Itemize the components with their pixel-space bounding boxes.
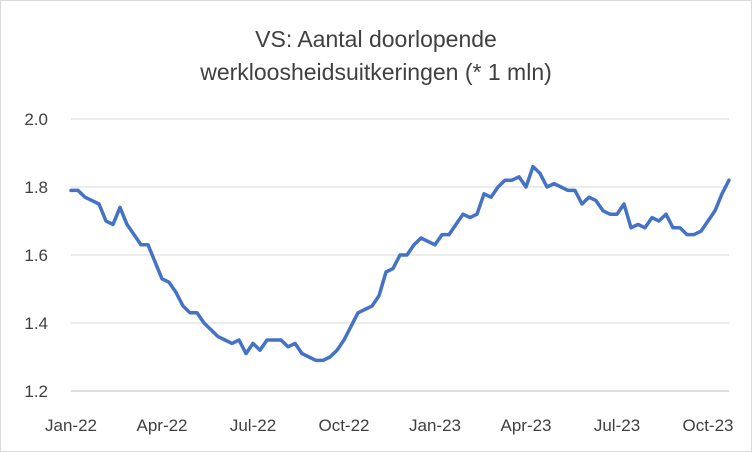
x-tick-label: Oct-22 bbox=[318, 416, 369, 435]
y-tick-label: 1.8 bbox=[24, 178, 48, 197]
y-tick-label: 2.0 bbox=[24, 110, 48, 129]
x-tick-label: Jan-22 bbox=[45, 416, 97, 435]
x-tick-label: Jan-23 bbox=[409, 416, 461, 435]
y-tick-label: 1.2 bbox=[24, 382, 48, 401]
x-tick-label: Jul-22 bbox=[230, 416, 276, 435]
chart-title-line-2: werkloosheidsuitkeringen (* 1 mln) bbox=[200, 59, 552, 85]
chart-title: VS: Aantal doorlopende werkloosheidsuitk… bbox=[1, 23, 751, 89]
x-tick-label: Jul-23 bbox=[594, 416, 640, 435]
x-tick-label: Apr-22 bbox=[136, 416, 187, 435]
y-tick-label: 1.4 bbox=[24, 314, 48, 333]
x-tick-label: Oct-23 bbox=[682, 416, 733, 435]
y-tick-label: 1.6 bbox=[24, 246, 48, 265]
x-tick-label: Apr-23 bbox=[500, 416, 551, 435]
series-line bbox=[69, 164, 731, 363]
chart-title-line-1: VS: Aantal doorlopende bbox=[255, 26, 497, 52]
